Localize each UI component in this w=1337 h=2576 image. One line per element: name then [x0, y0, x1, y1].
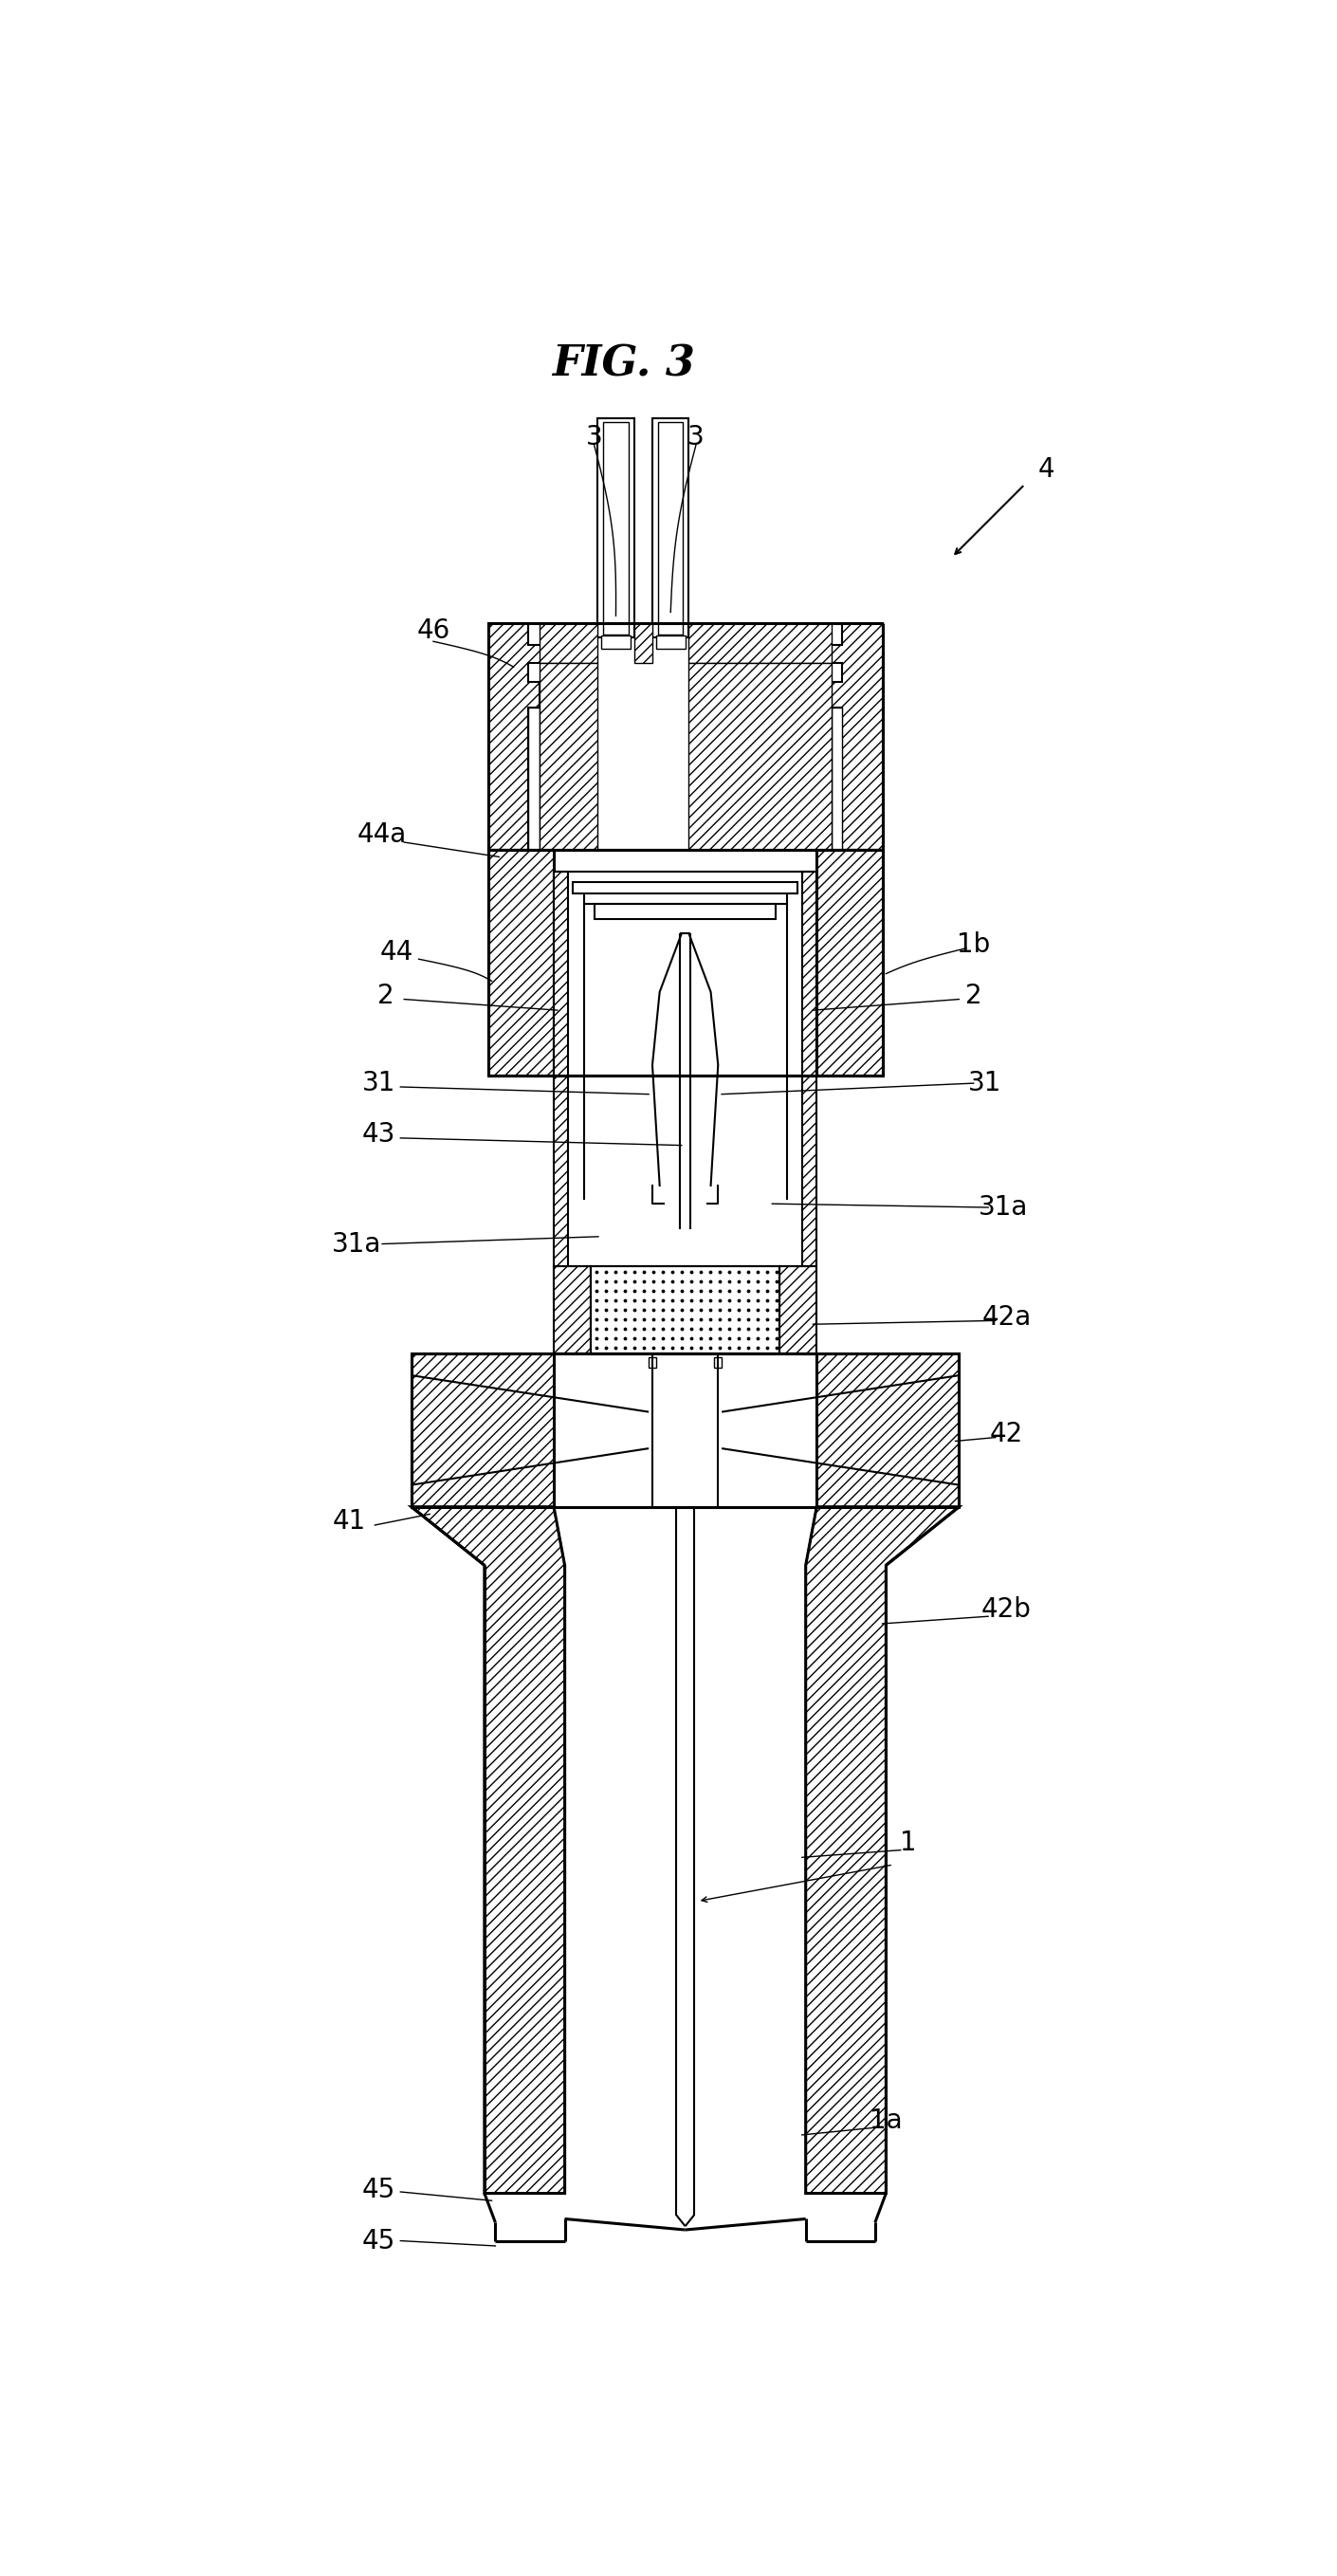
Text: 3: 3 — [687, 422, 705, 451]
Polygon shape — [488, 623, 543, 850]
Polygon shape — [817, 1352, 959, 1507]
Polygon shape — [528, 708, 539, 850]
Text: 46: 46 — [417, 618, 451, 644]
Text: 45: 45 — [362, 2228, 396, 2254]
Text: 1b: 1b — [957, 930, 991, 958]
Polygon shape — [412, 1507, 564, 2192]
Bar — [656, 636, 685, 649]
Polygon shape — [689, 665, 832, 850]
Polygon shape — [554, 1265, 591, 1352]
Text: FIG. 3: FIG. 3 — [552, 343, 695, 384]
Text: 1: 1 — [900, 1829, 916, 1857]
Text: 31: 31 — [362, 1069, 396, 1097]
Bar — [602, 636, 631, 649]
Polygon shape — [554, 871, 568, 1303]
Text: 43: 43 — [362, 1121, 396, 1149]
Text: 31: 31 — [968, 1069, 1001, 1097]
Text: 42: 42 — [989, 1419, 1023, 1448]
Text: 2: 2 — [377, 981, 394, 1010]
Polygon shape — [828, 623, 882, 850]
Polygon shape — [832, 708, 842, 850]
Bar — [591, 1265, 779, 1352]
Polygon shape — [779, 1265, 817, 1352]
Text: 44a: 44a — [357, 822, 406, 848]
Polygon shape — [634, 623, 652, 665]
Text: 31a: 31a — [332, 1231, 381, 1257]
Polygon shape — [658, 422, 683, 634]
Polygon shape — [689, 623, 832, 665]
Text: 3: 3 — [586, 422, 603, 451]
Text: 42a: 42a — [981, 1303, 1031, 1329]
Bar — [572, 884, 798, 894]
Polygon shape — [412, 1352, 554, 1507]
Bar — [595, 904, 775, 920]
Polygon shape — [598, 420, 634, 639]
Polygon shape — [488, 850, 554, 1077]
Text: 2: 2 — [965, 981, 981, 1010]
Text: 1a: 1a — [869, 2107, 902, 2133]
Text: 42b: 42b — [981, 1595, 1032, 1623]
Polygon shape — [539, 665, 598, 850]
Text: 45: 45 — [362, 2177, 396, 2202]
Polygon shape — [817, 850, 882, 1077]
Polygon shape — [802, 871, 817, 1303]
Text: 44: 44 — [380, 938, 413, 966]
Text: 41: 41 — [333, 1507, 366, 1535]
Bar — [714, 1358, 722, 1368]
Bar — [648, 1358, 656, 1368]
Polygon shape — [652, 420, 689, 639]
Text: 4: 4 — [1039, 456, 1055, 484]
Text: 31a: 31a — [977, 1195, 1028, 1221]
Polygon shape — [806, 1507, 959, 2192]
Polygon shape — [539, 623, 598, 665]
Polygon shape — [603, 422, 628, 634]
